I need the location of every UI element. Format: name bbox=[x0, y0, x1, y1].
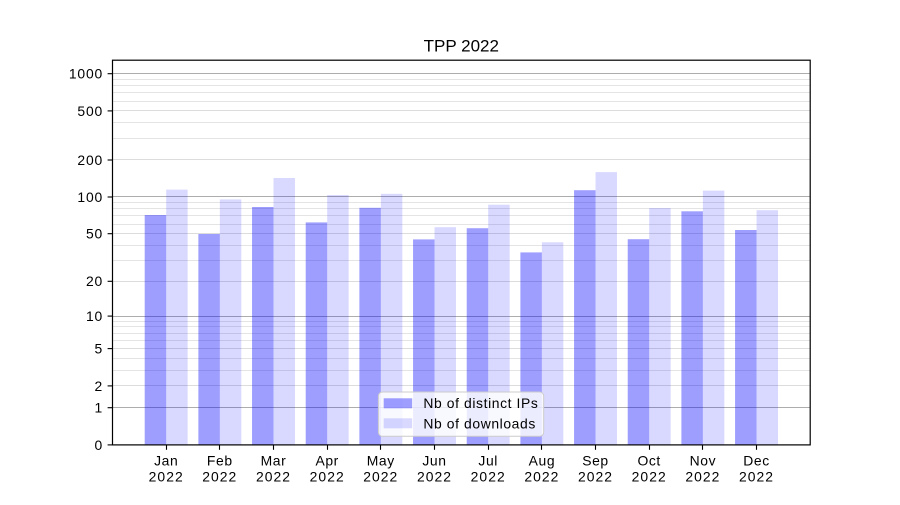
svg-text:Aug: Aug bbox=[529, 452, 556, 468]
svg-text:2: 2 bbox=[94, 378, 103, 394]
svg-text:2022: 2022 bbox=[471, 469, 506, 485]
svg-text:2022: 2022 bbox=[417, 469, 452, 485]
svg-text:Dec: Dec bbox=[743, 452, 770, 468]
svg-text:Nov: Nov bbox=[690, 452, 717, 468]
svg-text:Nb of distinct IPs: Nb of distinct IPs bbox=[423, 395, 538, 411]
svg-text:May: May bbox=[367, 452, 395, 468]
svg-text:Feb: Feb bbox=[207, 452, 233, 468]
svg-text:2022: 2022 bbox=[310, 469, 345, 485]
svg-text:TPP 2022: TPP 2022 bbox=[424, 37, 499, 56]
svg-text:Sep: Sep bbox=[582, 452, 609, 468]
svg-text:2022: 2022 bbox=[578, 469, 613, 485]
svg-text:Jun: Jun bbox=[422, 452, 446, 468]
svg-text:2022: 2022 bbox=[256, 469, 291, 485]
svg-text:0: 0 bbox=[94, 437, 103, 453]
svg-text:5: 5 bbox=[94, 341, 103, 357]
svg-text:10: 10 bbox=[86, 308, 103, 324]
svg-text:Jan: Jan bbox=[154, 452, 178, 468]
svg-text:200: 200 bbox=[77, 152, 103, 168]
svg-text:Nb of downloads: Nb of downloads bbox=[423, 415, 535, 431]
svg-text:20: 20 bbox=[86, 273, 103, 289]
svg-text:Mar: Mar bbox=[261, 452, 287, 468]
svg-text:2022: 2022 bbox=[363, 469, 398, 485]
svg-text:500: 500 bbox=[77, 103, 103, 119]
svg-text:2022: 2022 bbox=[632, 469, 667, 485]
svg-text:2022: 2022 bbox=[202, 469, 237, 485]
svg-text:Oct: Oct bbox=[637, 452, 660, 468]
svg-text:50: 50 bbox=[86, 226, 103, 242]
svg-text:1000: 1000 bbox=[69, 66, 103, 82]
svg-text:100: 100 bbox=[77, 189, 103, 205]
svg-text:2022: 2022 bbox=[739, 469, 774, 485]
svg-text:2022: 2022 bbox=[149, 469, 184, 485]
svg-text:2022: 2022 bbox=[685, 469, 720, 485]
svg-text:2022: 2022 bbox=[524, 469, 559, 485]
svg-text:1: 1 bbox=[94, 400, 103, 416]
svg-text:Jul: Jul bbox=[478, 452, 498, 468]
svg-text:Apr: Apr bbox=[315, 452, 338, 468]
